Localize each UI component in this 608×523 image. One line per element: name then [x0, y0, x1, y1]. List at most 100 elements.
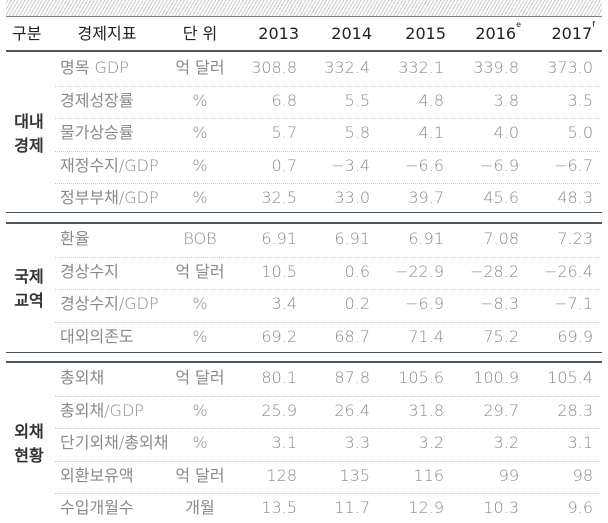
group-label-line: 현황 [14, 446, 44, 466]
value-2016: −6.9 [480, 155, 519, 175]
header-category: 구분 [12, 24, 42, 43]
value-2016: 10.3 [483, 498, 519, 517]
value-2017: 105.4 [547, 368, 593, 387]
indicator-name: 물가상승률 [60, 123, 134, 142]
value-2016: 3.2 [493, 433, 519, 452]
value-2014: 5.8 [344, 123, 370, 142]
value-2016: −8.3 [480, 294, 519, 313]
row-divider [55, 183, 600, 184]
header-divider [6, 50, 602, 52]
indicator-name: 외환보유액 [60, 465, 134, 485]
row-divider [55, 256, 600, 258]
value-2016: 45.6 [483, 188, 519, 207]
unit: 억 달러 [175, 261, 225, 281]
value-2015: 4.8 [418, 90, 444, 110]
value-2013: 10.5 [261, 261, 297, 281]
row-divider [55, 493, 600, 494]
unit: 개월 [185, 498, 215, 517]
value-2013: 128 [266, 465, 297, 485]
value-2015: 3.2 [418, 433, 444, 452]
value-2016: 99 [498, 465, 519, 485]
year-label: 2015 [405, 24, 446, 43]
year-label: 2017 [551, 24, 593, 43]
value-2013: 5.7 [271, 123, 297, 142]
year-label: 2013 [258, 24, 299, 43]
value-2016: −28.2 [469, 261, 519, 281]
group-label-line: 국제 [14, 267, 44, 286]
value-2016: 75.2 [483, 326, 519, 346]
unit: % [192, 188, 208, 207]
value-2015: 4.1 [418, 123, 444, 142]
value-2014: 11.7 [334, 498, 370, 517]
indicator-name: 총외채/GDP [60, 400, 144, 420]
value-2016: 29.7 [483, 400, 519, 420]
group-divider [6, 361, 602, 363]
unit: % [192, 400, 208, 420]
value-2016: 3.8 [493, 90, 519, 110]
value-2017: 3.1 [567, 433, 593, 452]
header-year-2014: 2014 [312, 18, 372, 50]
indicator-name: 경상수지/GDP [60, 294, 159, 313]
value-2017: 48.3 [557, 188, 593, 207]
value-2017: −26.4 [543, 261, 593, 281]
header-indicator: 경제지표 [77, 24, 137, 43]
value-2017: 373.0 [547, 58, 593, 77]
indicator-name: 명목 GDP [60, 58, 129, 77]
unit: BOB [183, 229, 217, 248]
value-2014: −3.4 [331, 155, 370, 175]
value-2014: 0.6 [344, 261, 370, 281]
indicator-name: 단기외채/총외채 [60, 433, 169, 452]
value-2013: 308.8 [251, 58, 297, 77]
value-2013: 3.1 [271, 433, 297, 452]
value-2017: 7.23 [557, 229, 593, 248]
row-divider [55, 460, 600, 462]
value-2016: 4.0 [493, 123, 519, 142]
value-2013: 25.9 [261, 400, 297, 420]
value-2014: 332.4 [324, 58, 370, 77]
unit: 억 달러 [175, 465, 225, 485]
value-2015: 71.4 [408, 326, 444, 346]
header-year-2016: 2016e [461, 18, 521, 50]
row-divider [55, 428, 600, 429]
value-2013: 13.5 [261, 498, 297, 517]
row-divider [55, 321, 600, 323]
value-2015: 12.9 [408, 498, 444, 517]
indicator-name: 재정수지/GDP [60, 155, 159, 175]
value-2015: −22.9 [394, 261, 444, 281]
value-2013: 32.5 [261, 188, 297, 207]
unit: 억 달러 [175, 368, 225, 387]
value-2017: −6.7 [554, 155, 593, 175]
group-label-line: 외채 [14, 422, 44, 442]
header-year-2013: 2013 [239, 18, 299, 50]
group-label-line: 경제 [14, 136, 44, 156]
value-2015: 39.7 [408, 188, 444, 207]
value-2014: 3.3 [344, 433, 370, 452]
row-divider [55, 118, 600, 119]
value-2013: 0.7 [271, 155, 297, 175]
indicator-name: 경상수지 [60, 261, 119, 281]
unit: % [192, 294, 208, 313]
header-year-2017: 2017f [535, 18, 595, 50]
unit: % [192, 326, 208, 346]
value-2013: 69.2 [261, 326, 297, 346]
value-2013: 6.91 [261, 229, 297, 248]
value-2015: 105.6 [398, 368, 444, 387]
header-year-2015: 2015 [386, 18, 446, 50]
year-label: 2016 [475, 24, 517, 43]
row-divider [55, 150, 600, 152]
value-2014: 0.2 [344, 294, 370, 313]
unit: % [192, 123, 208, 142]
value-2014: 5.5 [344, 90, 370, 110]
indicator-name: 경제성장률 [60, 90, 134, 110]
value-2015: 31.8 [408, 400, 444, 420]
value-2017: 9.6 [567, 498, 593, 517]
indicator-name: 총외채 [60, 368, 105, 387]
value-2015: 116 [413, 465, 444, 485]
group-label-line: 대내 [14, 112, 44, 132]
indicator-name: 수입개월수 [60, 498, 134, 517]
value-2015: 6.91 [408, 229, 444, 248]
value-2015: −6.9 [405, 294, 444, 313]
value-2017: 3.5 [567, 90, 593, 110]
value-2017: 5.0 [567, 123, 593, 142]
